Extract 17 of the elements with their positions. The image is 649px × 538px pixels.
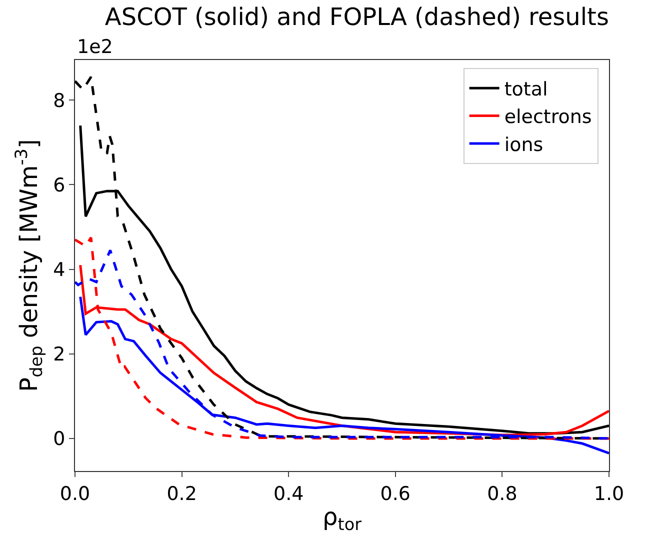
x-tick-label: 0.2 [166, 482, 197, 505]
y-tick-label: 4 [53, 258, 66, 281]
x-tick-label: 1.0 [594, 482, 624, 505]
chart-title: ASCOT (solid) and FOPLA (dashed) results [104, 2, 609, 31]
legend-label: total [504, 78, 548, 100]
y-tick-label: 0 [53, 428, 66, 450]
legend-label: electrons [504, 106, 592, 128]
x-axis-title: ρ$_{tor}$ [322, 503, 362, 534]
y-tick-label: 8 [53, 90, 66, 112]
x-tick-label: 0.6 [380, 482, 411, 505]
y-tick-label: 6 [53, 174, 66, 196]
x-tick-label: 0.8 [487, 482, 518, 505]
x-tick-label: 0.0 [60, 482, 90, 505]
x-tick-label: 0.4 [273, 482, 304, 505]
legend-label: ions [504, 134, 544, 156]
text: 1e2 [77, 36, 113, 58]
y-tick-label: 2 [53, 344, 66, 366]
